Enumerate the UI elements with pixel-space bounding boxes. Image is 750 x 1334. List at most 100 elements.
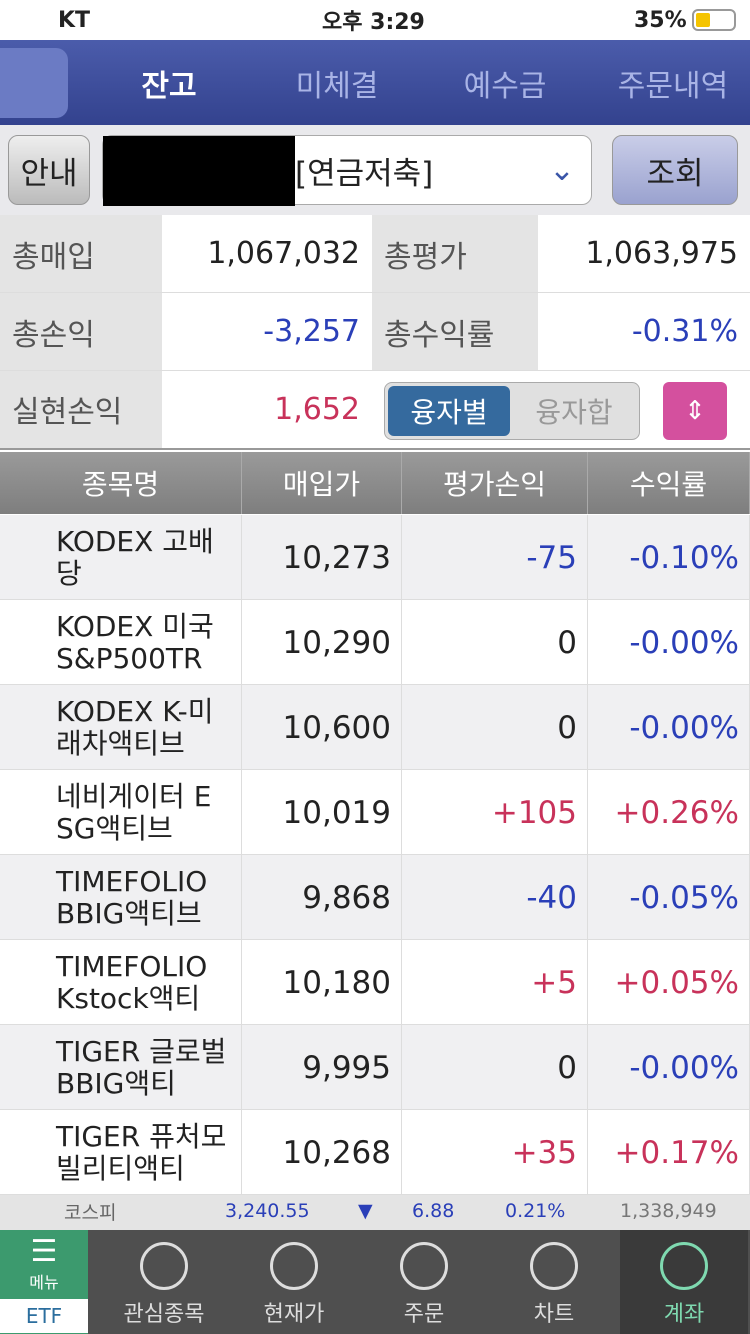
nav-label: 계좌 xyxy=(663,1302,705,1327)
summary-value: 1,067,032 xyxy=(162,215,372,292)
index-change: 6.88 xyxy=(412,1200,455,1222)
holding-value: 10,268 xyxy=(242,1110,402,1195)
holding-value: 10,600 xyxy=(242,685,402,770)
holding-value: +0.05% xyxy=(588,940,750,1025)
holding-row[interactable]: KODEX K-미래차액티브 10,600 0 -0.00% xyxy=(0,685,750,770)
holding-value: 10,180 xyxy=(242,940,402,1025)
nav-icon xyxy=(660,1242,708,1290)
nav-icon xyxy=(400,1242,448,1290)
index-ticker: 코스피 3,240.55 ▼ 6.88 0.21% 1,338,949 xyxy=(0,1192,750,1230)
column-header[interactable]: 매입가 xyxy=(242,452,402,514)
holding-value: +105 xyxy=(402,770,588,855)
holding-value: +35 xyxy=(402,1110,588,1195)
funding-toggle: 융자별 융자합 xyxy=(384,382,640,440)
holding-value: 9,995 xyxy=(242,1025,402,1110)
holding-row[interactable]: TIGER 글로벌BBIG액티 9,995 0 -0.00% xyxy=(0,1025,750,1110)
carrier: KT xyxy=(58,7,91,33)
tab[interactable]: 예수금 xyxy=(463,68,547,104)
tab[interactable]: 잔고 xyxy=(141,68,197,104)
nav-icon xyxy=(270,1242,318,1290)
nav-label: 주문 xyxy=(403,1302,445,1327)
summary-row: 총매입 1,067,032 총평가 1,063,975 xyxy=(0,215,750,293)
index-volume: 1,338,949 xyxy=(620,1200,717,1222)
index-name: 코스피 xyxy=(64,1201,117,1224)
summary-row: 실현손익 1,652 융자별 융자합 ⇕ xyxy=(0,370,750,450)
summary-label: 실현손익 xyxy=(0,370,162,448)
holding-value: -0.00% xyxy=(588,600,750,685)
holding-value: 0 xyxy=(402,600,588,685)
dropdown-arrow: ⌄ xyxy=(549,152,575,188)
table-header: 종목명 매입가 평가손익 수익률 xyxy=(0,452,750,514)
summary-value: -3,257 xyxy=(162,293,372,370)
nav-label: 현재가 xyxy=(263,1302,325,1327)
summary-row: 총손익 -3,257 총수익률 -0.31% xyxy=(0,293,750,371)
nav-item[interactable]: 현재가 xyxy=(230,1230,358,1334)
nav-label: 관심종목 xyxy=(123,1302,205,1327)
holding-value: +5 xyxy=(402,940,588,1025)
holding-name: TIMEFOLIO Kstock액티 xyxy=(0,940,242,1025)
nav-icon xyxy=(530,1242,578,1290)
holding-value: -0.10% xyxy=(588,515,750,600)
holding-value: +0.17% xyxy=(588,1110,750,1195)
toggle-option[interactable]: 융자합 xyxy=(535,396,613,429)
column-header[interactable]: 평가손익 xyxy=(402,452,588,514)
holding-name: KODEX 고배당 xyxy=(0,515,242,600)
holding-name: KODEX K-미래차액티브 xyxy=(0,685,242,770)
menu-label: 메뉴 xyxy=(29,1273,59,1292)
holding-row[interactable]: 네비게이터 ESG액티브 10,019 +105 +0.26% xyxy=(0,770,750,855)
holding-row[interactable]: KODEX 미국S&P500TR 10,290 0 -0.00% xyxy=(0,600,750,685)
holding-value: -0.05% xyxy=(588,855,750,940)
summary-label: 총수익률 xyxy=(372,293,538,370)
nav-item[interactable]: 주문 xyxy=(360,1230,488,1334)
holding-name: KODEX 미국S&P500TR xyxy=(0,600,242,685)
down-arrow: ▼ xyxy=(358,1200,373,1222)
sort-button[interactable]: ⇕ xyxy=(663,382,727,440)
nav-label: 차트 xyxy=(533,1302,575,1327)
column-header[interactable]: 종목명 xyxy=(0,452,242,514)
column-header[interactable]: 수익률 xyxy=(588,452,750,514)
nav-item[interactable]: 관심종목 xyxy=(100,1230,228,1334)
clock: 오후 3:29 xyxy=(322,10,425,35)
holding-name: TIGER 글로벌BBIG액티 xyxy=(0,1025,242,1110)
index-rate: 0.21% xyxy=(505,1200,566,1222)
holding-name: TIGER 퓨처모빌리티액티 xyxy=(0,1110,242,1195)
holding-value: -75 xyxy=(402,515,588,600)
holding-value: 0 xyxy=(402,685,588,770)
query-button[interactable]: 조회 xyxy=(612,135,738,205)
nav-icon xyxy=(140,1242,188,1290)
holding-row[interactable]: TIMEFOLIO BBIG액티브 9,868 -40 -0.05% xyxy=(0,855,750,940)
holding-value: +0.26% xyxy=(588,770,750,855)
menu-button[interactable]: ☰ 메뉴 ETF xyxy=(0,1230,88,1334)
holding-value: 0 xyxy=(402,1025,588,1110)
index-value: 3,240.55 xyxy=(225,1200,310,1222)
back-button[interactable] xyxy=(0,48,68,118)
nav-item[interactable]: 차트 xyxy=(490,1230,618,1334)
toggle-option[interactable]: 융자별 xyxy=(388,386,510,436)
account-select[interactable]: [연금저축] ⌄ xyxy=(102,135,592,206)
summary-label: 총손익 xyxy=(0,293,162,370)
tab-header: 잔고 미체결 예수금 주문내역 xyxy=(0,40,750,125)
status-bar: KT 오후 3:29 35% xyxy=(0,0,750,40)
account-type: [연금저축] xyxy=(295,155,434,192)
nav-item[interactable]: 계좌 xyxy=(620,1230,748,1334)
holding-row[interactable]: TIMEFOLIO Kstock액티 10,180 +5 +0.05% xyxy=(0,940,750,1025)
summary-label: 총평가 xyxy=(372,215,538,292)
holding-value: 10,019 xyxy=(242,770,402,855)
holding-row[interactable]: KODEX 고배당 10,273 -75 -0.10% xyxy=(0,515,750,600)
holding-value: -40 xyxy=(402,855,588,940)
tab[interactable]: 미체결 xyxy=(295,68,379,104)
holding-value: 9,868 xyxy=(242,855,402,940)
holding-row[interactable]: TIGER 퓨처모빌리티액티 10,268 +35 +0.17% xyxy=(0,1110,750,1195)
menu-sub: ETF xyxy=(0,1299,88,1333)
summary-label: 총매입 xyxy=(0,215,162,292)
redaction xyxy=(103,136,295,206)
tab[interactable]: 주문내역 xyxy=(617,68,729,104)
holding-name: 네비게이터 ESG액티브 xyxy=(0,770,242,855)
holding-value: 10,290 xyxy=(242,600,402,685)
bottom-nav: ☰ 메뉴 ETF 관심종목 현재가 주문 차트 계좌 xyxy=(0,1230,750,1334)
guide-button[interactable]: 안내 xyxy=(8,135,90,205)
holding-value: -0.00% xyxy=(588,1025,750,1110)
holding-value: -0.00% xyxy=(588,685,750,770)
summary-value: 1,652 xyxy=(274,391,360,427)
